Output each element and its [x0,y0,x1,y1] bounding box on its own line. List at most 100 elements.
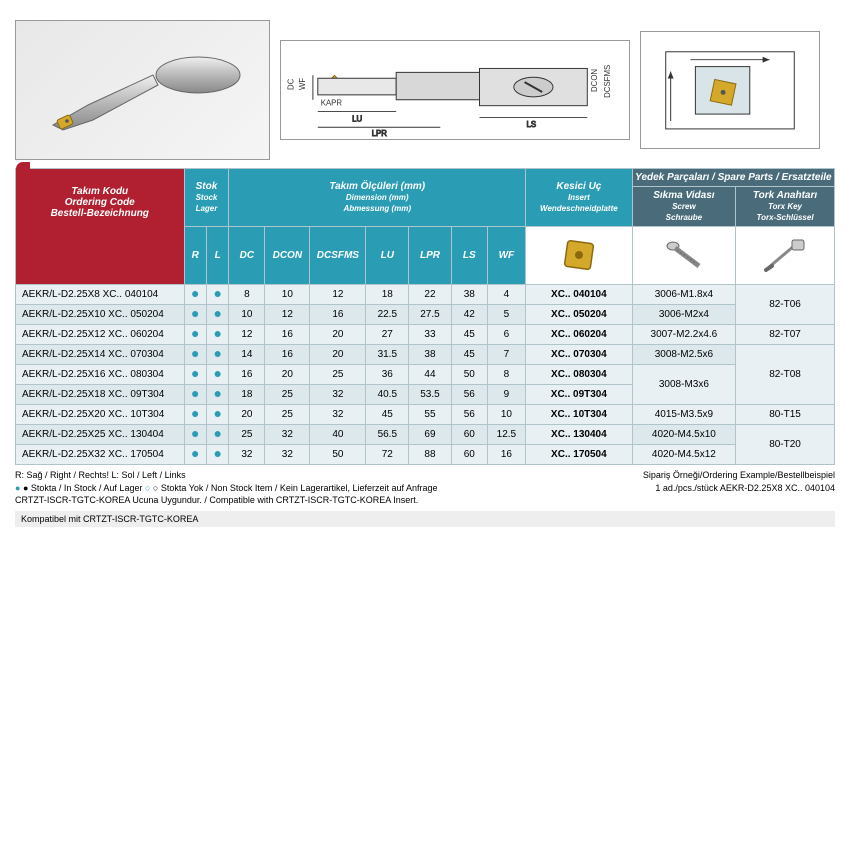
tool-photo [15,20,270,160]
cell-lu: 18 [366,285,409,305]
cell-ls: 45 [451,325,487,345]
table-row: AEKR/L-D2.25X10 XC.. 050204 ● ● 10 12 16… [16,305,835,325]
cell-insert: XC.. 050204 [526,305,633,325]
cell-dcon: 25 [265,385,310,405]
cell-wf: 8 [487,365,525,385]
cell-insert: XC.. 060204 [526,325,633,345]
cell-lu: 72 [366,445,409,465]
cell-lpr: 69 [409,425,452,445]
svg-text:DCSFMS: DCSFMS [603,65,612,98]
cell-torx: 82-T06 [736,285,835,325]
cell-dcon: 12 [265,305,310,325]
cell-ls: 38 [451,285,487,305]
cell-l: ● [206,325,228,345]
cell-lu: 56.5 [366,425,409,445]
insert-img [526,227,633,285]
main-table: Takım Kodu Ordering Code Bestell-Bezeich… [15,168,835,465]
svg-text:LPR: LPR [372,129,388,138]
cell-dcsfms: 20 [310,325,366,345]
cell-wf: 6 [487,325,525,345]
cell-dcon: 16 [265,345,310,365]
cell-code: AEKR/L-D2.25X18 XC.. 09T304 [16,385,185,405]
cell-insert: XC.. 040104 [526,285,633,305]
cell-ls: 50 [451,365,487,385]
top-image-row: LU LPR LS DC WF KAPR DCON DCSFMS [15,20,835,160]
cell-dcon: 25 [265,405,310,425]
cell-r: ● [184,305,206,325]
cell-torx: 80-T15 [736,405,835,425]
cell-lpr: 88 [409,445,452,465]
hdr-dimensions: Takım Ölçüleri (mm)Dimension (mm)Abmessu… [229,169,526,227]
table-row: AEKR/L-D2.25X12 XC.. 060204 ● ● 12 16 20… [16,325,835,345]
cell-screw: 4020-M4.5x12 [632,445,735,465]
cell-dcsfms: 50 [310,445,366,465]
torx-img [736,227,835,285]
cell-torx: 82-T07 [736,325,835,345]
cell-l: ● [206,385,228,405]
table-row: AEKR/L-D2.25X20 XC.. 10T304 ● ● 20 25 32… [16,405,835,425]
cell-dcon: 32 [265,445,310,465]
svg-text:DCON: DCON [590,69,599,92]
cell-lu: 27 [366,325,409,345]
cell-r: ● [184,365,206,385]
cell-dcsfms: 40 [310,425,366,445]
svg-text:DC: DC [286,78,295,90]
cell-dc: 10 [229,305,265,325]
cell-r: ● [184,405,206,425]
cell-screw: 4015-M3.5x9 [632,405,735,425]
cell-lpr: 22 [409,285,452,305]
col-lpr: LPR [409,227,452,285]
cell-wf: 4 [487,285,525,305]
cell-code: AEKR/L-D2.25X14 XC.. 070304 [16,345,185,365]
cell-screw: 4020-M4.5x10 [632,425,735,445]
kompat-bar: Kompatibel mit CRTZT-ISCR-TGTC-KOREA [15,511,835,527]
svg-text:LS: LS [527,120,537,129]
cell-ls: 56 [451,385,487,405]
col-r: R [184,227,206,285]
hdr-stock: StokStockLager [184,169,229,227]
svg-text:LU: LU [352,114,362,123]
cell-lpr: 55 [409,405,452,425]
cell-l: ● [206,425,228,445]
cell-insert: XC.. 170504 [526,445,633,465]
col-ls: LS [451,227,487,285]
cell-l: ● [206,305,228,325]
cell-insert: XC.. 080304 [526,365,633,385]
cell-r: ● [184,285,206,305]
cell-wf: 16 [487,445,525,465]
cell-dcsfms: 16 [310,305,366,325]
cell-lu: 40.5 [366,385,409,405]
cell-lu: 36 [366,365,409,385]
cell-dc: 14 [229,345,265,365]
cell-r: ● [184,385,206,405]
cell-code: AEKR/L-D2.25X20 XC.. 10T304 [16,405,185,425]
cell-dcsfms: 32 [310,385,366,405]
cell-wf: 5 [487,305,525,325]
cell-insert: XC.. 10T304 [526,405,633,425]
cell-r: ● [184,325,206,345]
col-lu: LU [366,227,409,285]
col-dcon: DCON [265,227,310,285]
cell-lu: 31.5 [366,345,409,365]
cell-torx: 80-T20 [736,425,835,465]
cell-r: ● [184,425,206,445]
cell-dcon: 32 [265,425,310,445]
cell-l: ● [206,405,228,425]
table-row: AEKR/L-D2.25X32 XC.. 170504 ● ● 32 32 50… [16,445,835,465]
cell-screw: 3008-M3x6 [632,365,735,405]
cell-lpr: 33 [409,325,452,345]
cell-dcon: 20 [265,365,310,385]
svg-text:KAPR: KAPR [321,99,343,108]
cell-insert: XC.. 070304 [526,345,633,365]
cell-dc: 12 [229,325,265,345]
cell-wf: 9 [487,385,525,405]
cell-dc: 18 [229,385,265,405]
cell-dcon: 16 [265,325,310,345]
hdr-screw: Sıkma VidasıScrewSchraube [632,187,735,227]
cell-l: ● [206,345,228,365]
col-dc: DC [229,227,265,285]
cell-dcon: 10 [265,285,310,305]
cell-lpr: 53.5 [409,385,452,405]
cell-screw: 3006-M1.8x4 [632,285,735,305]
table-row: AEKR/L-D2.25X8 XC.. 040104 ● ● 8 10 12 1… [16,285,835,305]
